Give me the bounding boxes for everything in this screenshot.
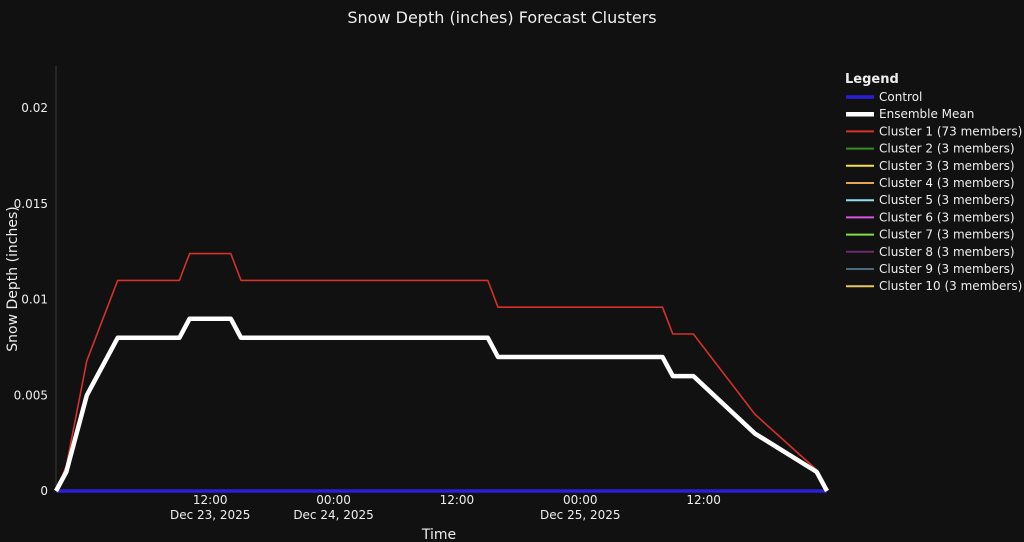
x-tick-date-label: Dec 24, 2025 — [293, 508, 373, 522]
y-tick-labels: 0 0.005 0.01 0.015 0.02 — [14, 101, 48, 498]
x-tick-date-label: Dec 23, 2025 — [170, 508, 250, 522]
legend-entry-label[interactable]: Cluster 7 (3 members) — [879, 228, 1015, 242]
y-tick-label: 0.005 — [14, 388, 48, 402]
y-tick-label: 0 — [40, 484, 48, 498]
x-tick-label: 00:00 — [563, 493, 598, 507]
x-tick-label: 12:00 — [440, 493, 475, 507]
x-tick-date-label: Dec 25, 2025 — [540, 508, 620, 522]
plot-area — [54, 252, 829, 493]
legend-entry-label[interactable]: Cluster 10 (3 members) — [879, 279, 1022, 293]
y-tick-label: 0.01 — [21, 293, 48, 307]
series-line-3[interactable] — [55, 252, 828, 492]
x-tick-label: 12:00 — [193, 493, 228, 507]
x-tick-label: 12:00 — [686, 493, 721, 507]
legend-entry-label[interactable]: Cluster 1 (73 members) — [879, 124, 1022, 138]
legend[interactable]: Legend Control Ensemble Mean Cluster 1 (73… — [845, 72, 1022, 293]
x-tick-label: 00:00 — [316, 493, 351, 507]
legend-entry-label[interactable]: Cluster 5 (3 members) — [879, 193, 1015, 207]
legend-entry-label[interactable]: Cluster 4 (3 members) — [879, 176, 1015, 190]
y-tick-label: 0.02 — [21, 101, 48, 115]
y-tick-label: 0.015 — [14, 197, 48, 211]
legend-title: Legend — [845, 72, 899, 87]
series-line-2[interactable] — [54, 316, 829, 493]
y-axis-title: Snow Depth (inches) — [5, 206, 21, 351]
legend-entry-label[interactable]: Cluster 9 (3 members) — [879, 262, 1015, 276]
legend-entry-label[interactable]: Cluster 6 (3 members) — [879, 210, 1015, 224]
x-axis-title: Time — [421, 527, 456, 542]
legend-entry-label[interactable]: Cluster 2 (3 members) — [879, 142, 1015, 156]
legend-entry-label[interactable]: Ensemble Mean — [879, 107, 974, 121]
legend-entry-label[interactable]: Cluster 3 (3 members) — [879, 159, 1015, 173]
legend-entry-label[interactable]: Control — [879, 90, 922, 104]
legend-entry-label[interactable]: Cluster 8 (3 members) — [879, 245, 1015, 259]
chart-title: Snow Depth (inches) Forecast Clusters — [347, 8, 656, 27]
